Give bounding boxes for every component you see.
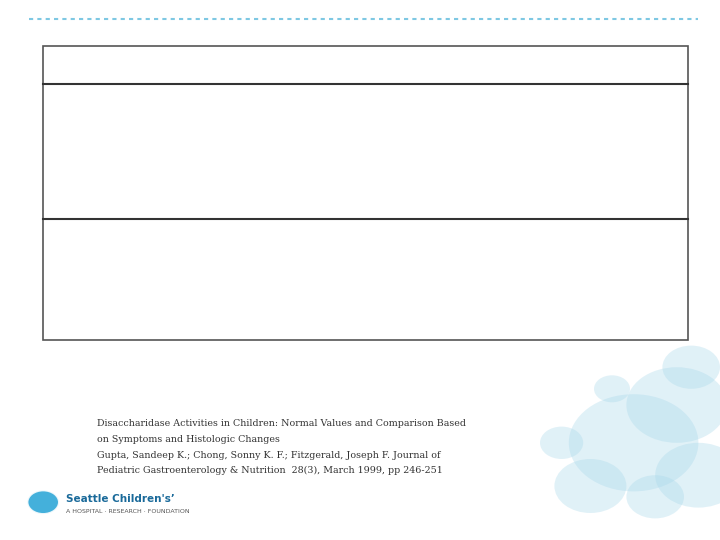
Text: Gupta, Sandeep K.; Chong, Sonny K. F.; Fitzgerald, Joseph F. Journal of: Gupta, Sandeep K.; Chong, Sonny K. F.; F… [97,451,441,460]
Text: Disaccharidase Activities in Children: Normal Values and Comparison Based: Disaccharidase Activities in Children: N… [97,420,467,428]
Text: 36.7 (13.4–100.4): 36.7 (13.4–100.4) [252,91,374,105]
Text: Sucrase: Sucrase [61,179,118,193]
Text: Lactase: Lactase [61,91,116,105]
Text: Disaccharidase: Disaccharidase [54,54,162,68]
Text: 60.0 (24.0–148.1): 60.0 (24.0–148.1) [252,179,374,193]
Text: 12.7 (4.9–32.9): 12.7 (4.9–32.9) [480,150,585,164]
Text: or more: or more [505,62,561,76]
Text: 167.6 (78.8–355.9): 167.6 (78.8–355.9) [467,120,598,134]
Text: Pediatric Gastroenterology & Nutrition  28(3), March 1999, pp 246-251: Pediatric Gastroenterology & Nutrition 2… [97,466,443,475]
Text: 178.5 (88.9–356.3): 178.5 (88.9–356.3) [248,120,379,134]
Text: Palatinase: Palatinase [61,150,134,164]
Text: Seattle Children's’: Seattle Children's’ [66,494,175,504]
Text: testinal mucosal histology.: testinal mucosal histology. [61,250,238,263]
Text: 24 months: 24 months [276,62,351,76]
Text: ª p < 0.05 on comparing lactase activity between the two ages.: ª p < 0.05 on comparing lactase activity… [76,272,500,285]
Text: 51.0 (20.5–126.0): 51.0 (20.5–126.0) [472,179,594,193]
Text: Maltase: Maltase [61,120,117,134]
Text: 23.2ª (3.9–108.1): 23.2ª (3.9–108.1) [472,91,593,105]
Text: A HOSPITAL · RESEARCH · FOUNDATION: A HOSPITAL · RESEARCH · FOUNDATION [66,509,190,515]
Text: 12.7 (3.8–41.5): 12.7 (3.8–41.5) [261,150,366,164]
Text: Less than: Less than [279,48,347,62]
Text: on Symptoms and Histologic Changes: on Symptoms and Histologic Changes [97,435,280,443]
Text: 24 months: 24 months [495,48,570,62]
Text: Group 1A contained patients without diarrhea and with normal in-: Group 1A contained patients without diar… [61,228,507,241]
